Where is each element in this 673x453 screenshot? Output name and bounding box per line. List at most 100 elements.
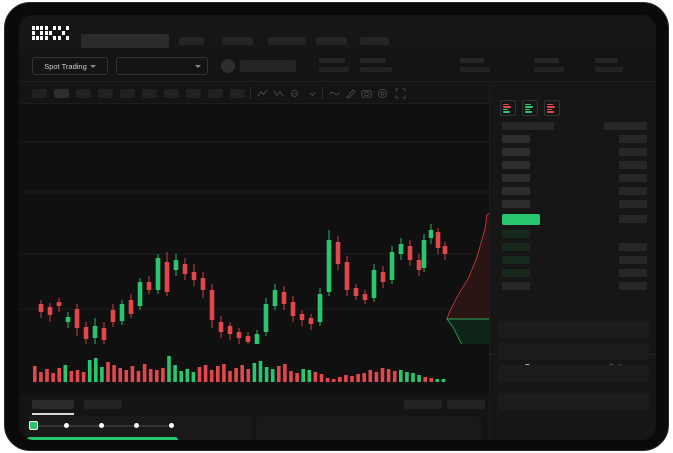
top-navigation-bar	[19, 15, 656, 50]
bottom-tab-right-1[interactable]	[404, 400, 442, 409]
orderbook-bid-row[interactable]	[502, 243, 530, 251]
orderbook-mode-bids[interactable]	[522, 100, 538, 116]
indicators-icon[interactable]	[273, 88, 284, 99]
timeframe-4h[interactable]	[142, 89, 157, 98]
orderbook-ask-row[interactable]	[502, 148, 530, 156]
timeframe-30m[interactable]	[98, 89, 113, 98]
stat-24h-turnover	[595, 58, 623, 72]
stat-24h-volume	[534, 58, 564, 72]
slider-stop-75[interactable]	[134, 423, 139, 428]
stat-24h-high	[360, 58, 392, 72]
timeframe-1d[interactable]	[164, 89, 179, 98]
orderbook-ask-amount	[619, 200, 647, 208]
orderbook-bid-amount	[619, 243, 647, 251]
chart-toolbar	[19, 82, 489, 104]
orderbook-mode-both[interactable]	[500, 100, 516, 116]
search-input[interactable]	[81, 34, 169, 48]
slider-stop-50[interactable]	[99, 423, 104, 428]
amount-percent-slider[interactable]	[29, 421, 176, 431]
orderbook-ask-row[interactable]	[502, 200, 530, 208]
slider-handle[interactable]	[29, 421, 38, 430]
orderbook-bid-amount	[619, 282, 647, 290]
market-type-label: Spot Trading	[44, 61, 87, 71]
app-screen: Spot Trading	[19, 15, 656, 440]
amount-field[interactable]	[498, 365, 649, 382]
candlestick-chart[interactable]	[19, 104, 489, 344]
candle-series	[38, 224, 448, 344]
orders-panel-area	[19, 416, 489, 440]
orderbook-bid-row[interactable]	[502, 282, 530, 290]
volume-svg	[33, 356, 446, 382]
orders-tab-bar	[19, 394, 489, 416]
orderbook-header-amount	[604, 122, 647, 130]
slider-stop-100[interactable]	[169, 423, 174, 428]
nav-item-1[interactable]	[179, 37, 204, 45]
toolbar-divider-2	[322, 87, 323, 99]
device-frame: Spot Trading	[4, 2, 669, 451]
nav-item-4[interactable]	[316, 37, 347, 45]
bottom-tab-order-history[interactable]	[84, 400, 122, 409]
orderbook-ask-row[interactable]	[502, 135, 530, 143]
drawing-tool-icon[interactable]	[345, 88, 356, 99]
timeframe-1w[interactable]	[186, 89, 201, 98]
orderbook-ask-row[interactable]	[502, 161, 530, 169]
toolbar-divider-1	[250, 87, 251, 99]
timeframe-1M[interactable]	[208, 89, 223, 98]
fullscreen-icon[interactable]	[395, 88, 406, 99]
stat-24h-change	[319, 58, 349, 72]
alert-circle-icon[interactable]	[377, 88, 388, 99]
orderbook-bid-amount	[619, 269, 647, 277]
timeframe-15m[interactable]	[76, 89, 91, 98]
okx-logo-icon[interactable]	[32, 25, 72, 40]
orderbook-ask-amount	[619, 135, 647, 143]
trading-pair-dropdown[interactable]	[116, 57, 208, 75]
orderbook-last-amount	[619, 215, 647, 223]
stat-24h-low	[460, 58, 490, 72]
orderbook-ask-amount	[619, 148, 647, 156]
order-type-field[interactable]	[498, 321, 649, 338]
active-tab-underline	[32, 413, 74, 415]
orderbook-bid-row[interactable]	[502, 256, 530, 264]
chart-gridlines	[19, 141, 489, 310]
orderbook-ask-amount	[619, 174, 647, 182]
bottom-tab-open-orders[interactable]	[32, 400, 74, 409]
timeframe-5m[interactable]	[54, 89, 69, 98]
orderbook-bid-amount	[619, 256, 647, 264]
orderbook-last-price	[502, 214, 540, 225]
orderbook-ask-row[interactable]	[502, 187, 530, 195]
settings-gear-icon[interactable]	[289, 88, 300, 99]
total-field[interactable]	[498, 393, 649, 410]
wave-icon[interactable]	[329, 88, 340, 99]
orders-panel-right	[256, 416, 481, 440]
orderbook-ask-row[interactable]	[502, 174, 530, 182]
chevron-down-icon[interactable]	[307, 88, 318, 99]
chevron-down-icon	[89, 64, 96, 68]
price-field[interactable]	[498, 343, 649, 360]
market-type-dropdown[interactable]: Spot Trading	[32, 57, 108, 75]
nav-item-2[interactable]	[222, 37, 253, 45]
orderbook-header-price	[502, 122, 554, 130]
line-chart-icon[interactable]	[257, 88, 268, 99]
orders-panel-left	[27, 416, 252, 440]
slider-stop-25[interactable]	[64, 423, 69, 428]
orderbook-and-trade-panel: Buy Sell	[489, 82, 656, 440]
pair-last-price	[240, 60, 296, 72]
submit-buy-button[interactable]	[27, 437, 178, 440]
timeframe-1h[interactable]	[120, 89, 135, 98]
market-subheader: Spot Trading	[19, 50, 656, 82]
nav-item-3[interactable]	[268, 37, 306, 45]
volume-histogram	[19, 344, 489, 394]
orderbook-ask-amount	[619, 161, 647, 169]
orderbook-ask-amount	[619, 187, 647, 195]
orderbook-view-modes	[500, 100, 560, 116]
orderbook-bid-row[interactable]	[502, 230, 530, 238]
bottom-tab-right-2[interactable]	[447, 400, 485, 409]
nav-item-5[interactable]	[360, 37, 389, 45]
timeframe-more[interactable]	[230, 89, 245, 98]
candlestick-svg	[19, 141, 489, 344]
orderbook-mode-asks[interactable]	[544, 100, 560, 116]
orderbook-list[interactable]	[490, 122, 656, 312]
orderbook-bid-row[interactable]	[502, 269, 530, 277]
camera-icon[interactable]	[361, 88, 372, 99]
timeframe-1m[interactable]	[32, 89, 47, 98]
